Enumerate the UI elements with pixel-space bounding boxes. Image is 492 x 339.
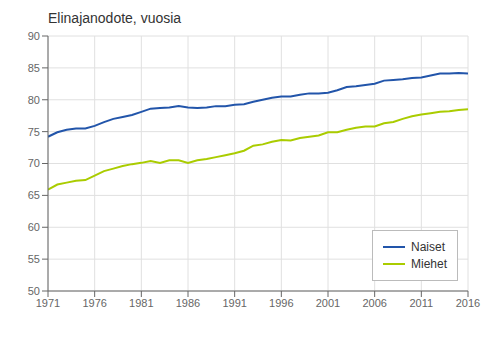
svg-text:65: 65 <box>28 189 40 201</box>
svg-text:75: 75 <box>28 126 40 138</box>
svg-text:60: 60 <box>28 221 40 233</box>
svg-text:1971: 1971 <box>36 297 60 309</box>
svg-text:2006: 2006 <box>362 297 386 309</box>
svg-text:85: 85 <box>28 62 40 74</box>
svg-text:2016: 2016 <box>456 297 480 309</box>
svg-text:1976: 1976 <box>82 297 106 309</box>
svg-text:50: 50 <box>28 285 40 297</box>
svg-text:90: 90 <box>28 30 40 42</box>
svg-text:1986: 1986 <box>176 297 200 309</box>
svg-text:1996: 1996 <box>269 297 293 309</box>
svg-text:55: 55 <box>28 253 40 265</box>
html-text:Miehet: Miehet <box>411 257 447 271</box>
svg-text:2011: 2011 <box>410 297 434 309</box>
svg-text:70: 70 <box>28 157 40 169</box>
html-text:Elinajanodote, vuosia: Elinajanodote, vuosia <box>48 10 182 26</box>
svg-text:80: 80 <box>28 94 40 106</box>
svg-text:2001: 2001 <box>316 297 340 309</box>
svg-text:1991: 1991 <box>222 297 246 309</box>
html-text:Naiset: Naiset <box>411 240 445 254</box>
svg-text:1981: 1981 <box>129 297 153 309</box>
